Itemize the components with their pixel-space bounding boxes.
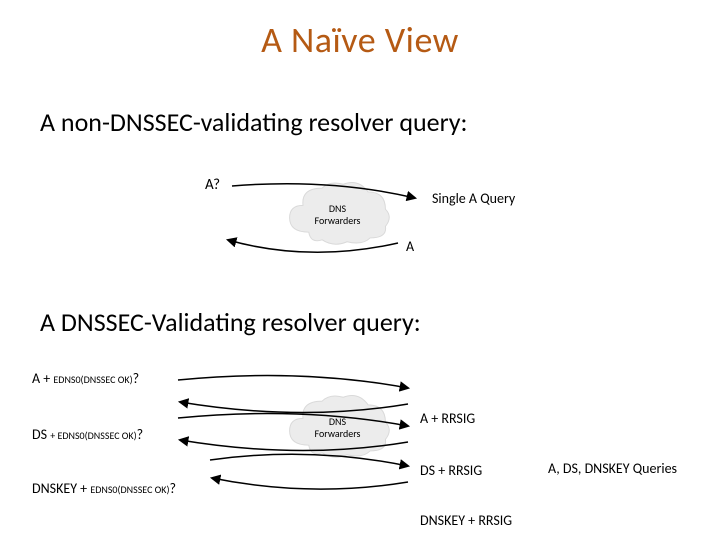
s2-q1-post: ? <box>133 370 140 387</box>
s2-r3: DNSKEY + RRSIG <box>420 512 512 529</box>
s2-q2-small: + EDNS0(DNSSEC OK) <box>50 429 136 442</box>
s2-q3: DNSKEY + EDNS0(DNSSEC OK)? <box>32 480 176 497</box>
s2-q2: DS + EDNS0(DNSSEC OK)? <box>32 426 143 443</box>
s1-query-label: A? <box>205 176 220 194</box>
dns-forwarders-cloud-1: DNS Forwarders <box>280 173 395 253</box>
s1-right-label: Single A Query <box>432 190 515 207</box>
s2-q3-pre: DNSKEY + <box>32 480 90 497</box>
cloud2-label-line2: Forwarders <box>315 427 361 440</box>
s2-right-label: A, DS, DNSKEY Queries <box>548 460 677 477</box>
s2-r1: A + RRSIG <box>420 410 475 427</box>
arrows-overlay <box>0 18 720 558</box>
s2-q1-pre: A + <box>32 370 53 387</box>
dns-forwarders-cloud-2: DNS Forwarders <box>280 386 395 466</box>
s2-q1-small: EDNS0(DNSSEC OK) <box>53 373 132 386</box>
s2-q2-post: ? <box>137 426 144 443</box>
s2-q2-pre: DS <box>32 426 50 443</box>
s1-response-label: A <box>406 238 414 255</box>
s2-q3-post: ? <box>170 480 177 497</box>
page-title: A Naïve View <box>0 18 720 62</box>
cloud1-label-line2: Forwarders <box>315 214 361 227</box>
section2-heading: A DNSSEC-Validating resolver query: <box>40 306 421 338</box>
s2-q3-small: EDNS0(DNSSEC OK) <box>90 483 169 496</box>
cloud2-label: DNS Forwarders <box>280 416 395 439</box>
section1-heading: A non-DNSSEC-validating resolver query: <box>40 106 468 138</box>
cloud1-label: DNS Forwarders <box>280 203 395 226</box>
s2-q1: A + EDNS0(DNSSEC OK)? <box>32 370 139 387</box>
s2-r2: DS + RRSIG <box>420 462 482 479</box>
